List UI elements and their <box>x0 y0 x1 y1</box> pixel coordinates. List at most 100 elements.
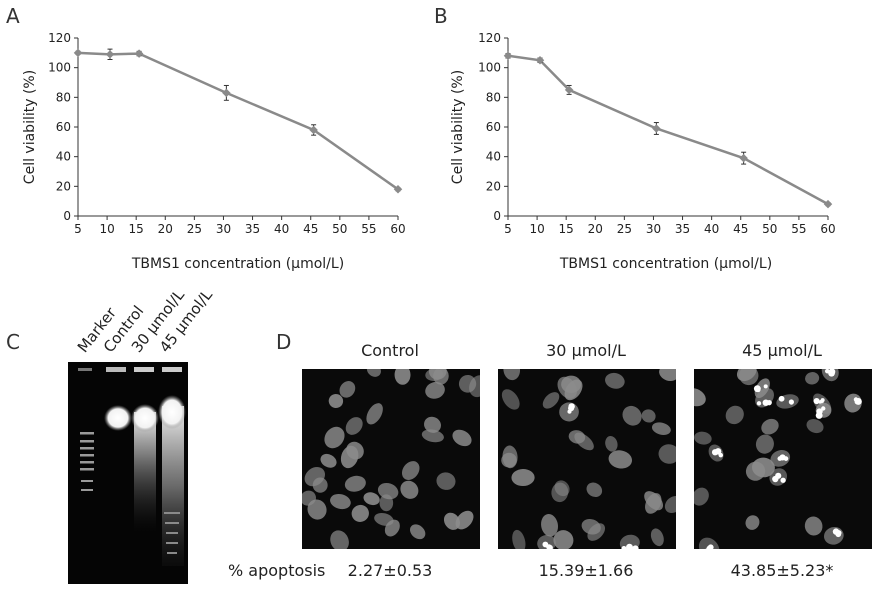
viability-chart-a: 0 20 40 60 80 100 120 5 10 15 20 25 30 35 40 45 50 55 60 TB… <box>22 31 406 272</box>
nucleus <box>340 445 359 469</box>
nucleus <box>324 426 345 449</box>
data-point <box>393 185 403 194</box>
gel-bands <box>78 367 186 566</box>
apoptotic-body <box>756 401 762 406</box>
nucleus <box>400 480 419 499</box>
y-tick-label: 100 <box>478 61 501 75</box>
nucleus <box>345 417 363 435</box>
x-tick-label: 30 <box>646 222 661 236</box>
y-tick-label: 60 <box>56 120 71 134</box>
apoptotic-body <box>632 545 639 549</box>
y-tick-label: 0 <box>493 209 501 223</box>
nucleus <box>458 374 477 393</box>
nucleus <box>410 524 426 540</box>
nucleus <box>425 381 445 399</box>
nucleus <box>659 369 676 382</box>
x-tick-label: 50 <box>332 222 347 236</box>
y-tick-label: 100 <box>48 61 71 75</box>
panel-letter-d: D <box>276 330 292 354</box>
nucleus <box>436 472 456 490</box>
x-tick-label: 30 <box>216 222 231 236</box>
nucleus <box>776 394 799 409</box>
nucleus <box>330 493 351 510</box>
apoptotic-body <box>821 406 826 411</box>
nucleus <box>511 469 535 487</box>
nucleus <box>307 499 327 520</box>
data-point <box>105 50 115 59</box>
nucleus <box>501 452 517 468</box>
nucleus <box>561 375 582 394</box>
nucleus <box>344 475 366 492</box>
nucleus <box>553 530 574 549</box>
apoptotic-body <box>711 449 719 456</box>
nucleus <box>650 528 664 547</box>
nucleus <box>745 515 760 530</box>
x-tick-label: 10 <box>529 222 544 236</box>
panel-letter-c: C <box>6 330 20 354</box>
data-point <box>309 125 318 135</box>
y-tick-label: 60 <box>486 120 501 134</box>
nucleus <box>455 510 474 530</box>
x-tick-label: 20 <box>588 222 603 236</box>
nucleus <box>312 477 328 493</box>
apoptotic-body <box>626 543 633 549</box>
nucleus <box>302 490 316 506</box>
x-tick-label: 5 <box>504 222 512 236</box>
nucleus <box>421 429 444 443</box>
nuclei-texture <box>501 369 676 549</box>
nucleus <box>587 523 606 541</box>
nucleus <box>586 482 603 498</box>
y-tick-label: 20 <box>56 179 71 193</box>
apoptotic-body <box>813 397 820 405</box>
x-axis-label: TBMS1 concentration (μmol/L) <box>131 256 344 272</box>
y-tick-label: 120 <box>48 31 71 45</box>
apoptotic-body <box>756 387 761 393</box>
micro-title-30: 30 μmol/L <box>546 341 626 360</box>
apoptotic-body <box>718 452 724 458</box>
x-tick-label: 45 <box>733 222 748 236</box>
x-tick-label: 55 <box>791 222 806 236</box>
nucleus <box>425 369 443 381</box>
nucleus <box>736 369 757 382</box>
nucleus <box>622 405 642 426</box>
nuclei-texture <box>302 369 480 549</box>
nuclei-texture <box>694 369 862 549</box>
micro-title-control: Control <box>361 341 419 360</box>
x-tick-label: 60 <box>390 222 405 236</box>
nucleus <box>330 530 349 549</box>
nucleus <box>651 422 671 435</box>
viability-line <box>77 51 399 191</box>
nucleus <box>351 504 369 522</box>
nucleus <box>658 444 676 464</box>
nucleus <box>377 482 399 500</box>
apoptotic-body <box>832 528 840 535</box>
data-point <box>222 88 231 98</box>
nucleus <box>745 461 766 481</box>
apoptotic-body <box>788 399 794 405</box>
x-tick-label: 45 <box>303 222 318 236</box>
nucleus <box>363 492 380 506</box>
y-tick-label: 80 <box>56 90 71 104</box>
x-tick-label: 40 <box>274 222 289 236</box>
micro-title-45: 45 μmol/L <box>742 341 822 360</box>
hoechst-image-30 <box>498 369 676 549</box>
nucleus <box>541 514 559 537</box>
nucleus <box>806 419 824 434</box>
nucleus <box>664 495 676 514</box>
x-axis-label: TBMS1 concentration (μmol/L) <box>559 256 772 272</box>
data-point <box>564 85 574 95</box>
x-tick-label: 10 <box>99 222 114 236</box>
apoptotic-body <box>820 398 825 403</box>
y-tick-label: 120 <box>478 31 501 45</box>
nucleus <box>452 429 472 447</box>
apoptotic-body <box>706 545 712 549</box>
apoptotic-body <box>783 456 789 461</box>
apoptotic-body <box>621 546 627 549</box>
nucleus <box>823 526 844 545</box>
apoptosis-value-45: 43.85±5.23* <box>730 561 834 580</box>
nucleus <box>574 432 594 451</box>
nucleus <box>424 416 441 433</box>
nucleus <box>805 372 820 385</box>
data-point <box>73 48 83 58</box>
nucleus <box>401 461 420 480</box>
